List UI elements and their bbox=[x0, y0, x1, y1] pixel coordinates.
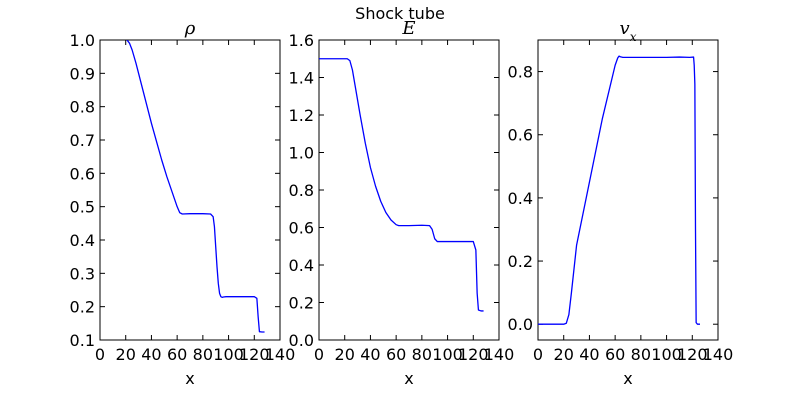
y-tick-label: 0.5 bbox=[70, 198, 95, 217]
x-tick-label: 60 bbox=[167, 345, 187, 364]
x-axis-label: x bbox=[623, 369, 632, 388]
x-tick-label: 20 bbox=[335, 345, 355, 364]
x-tick-label: 40 bbox=[141, 345, 161, 364]
axes-frame bbox=[318, 39, 500, 341]
y-tick-label: 0.2 bbox=[289, 294, 314, 313]
y-tick-label: 0.6 bbox=[70, 164, 95, 183]
x-tick-label: 120 bbox=[239, 345, 270, 364]
y-tick-label: 0.2 bbox=[70, 298, 95, 317]
y-tick-label: 1.6 bbox=[289, 31, 314, 50]
y-tick-label: 0.0 bbox=[289, 331, 314, 350]
y-tick-label: 0.8 bbox=[289, 181, 314, 200]
y-tick-label: 1.2 bbox=[289, 106, 314, 125]
figure-title: Shock tube bbox=[355, 4, 445, 23]
x-tick-label: 120 bbox=[677, 345, 708, 364]
x-tick-label: 40 bbox=[360, 345, 380, 364]
x-tick-label: 0 bbox=[314, 345, 324, 364]
x-tick-label: 0 bbox=[95, 345, 105, 364]
series-line-1 bbox=[319, 58, 484, 312]
x-tick-label: 40 bbox=[579, 345, 599, 364]
x-axis-label: x bbox=[185, 369, 194, 388]
x-tick-label: 20 bbox=[116, 345, 136, 364]
y-tick-label: 0.2 bbox=[508, 252, 533, 271]
x-tick-label: 100 bbox=[432, 345, 463, 364]
x-axis-label: x bbox=[404, 369, 413, 388]
x-tick-label: 80 bbox=[412, 345, 432, 364]
series-line-1 bbox=[126, 40, 265, 333]
x-tick-label: 100 bbox=[651, 345, 682, 364]
y-tick-label: 0.0 bbox=[508, 315, 533, 334]
y-tick-label: 0.8 bbox=[508, 63, 533, 82]
x-tick-label: 80 bbox=[193, 345, 213, 364]
y-tick-label: 0.4 bbox=[70, 231, 95, 250]
x-tick-label: 80 bbox=[631, 345, 651, 364]
x-tick-label: 120 bbox=[458, 345, 489, 364]
y-tick-label: 1.0 bbox=[289, 144, 314, 163]
y-tick-label: 1.0 bbox=[70, 31, 95, 50]
series-line-1 bbox=[538, 55, 700, 325]
axes-frame bbox=[537, 39, 719, 341]
axes-frame bbox=[99, 39, 281, 341]
x-tick-label: 60 bbox=[386, 345, 406, 364]
x-tick-label: 60 bbox=[605, 345, 625, 364]
x-tick-label: 0 bbox=[533, 345, 543, 364]
y-tick-label: 0.4 bbox=[289, 256, 314, 275]
y-tick-label: 0.7 bbox=[70, 131, 95, 150]
x-tick-label: 100 bbox=[213, 345, 244, 364]
x-tick-label: 20 bbox=[554, 345, 574, 364]
y-tick-label: 0.8 bbox=[70, 98, 95, 117]
y-tick-label: 0.3 bbox=[70, 264, 95, 283]
x-tick-label: 140 bbox=[703, 345, 734, 364]
x-tick-label: 140 bbox=[484, 345, 515, 364]
y-tick-label: 0.6 bbox=[508, 126, 533, 145]
y-tick-label: 1.4 bbox=[289, 69, 314, 88]
y-tick-label: 0.9 bbox=[70, 64, 95, 83]
subplot-title: ρ bbox=[184, 18, 196, 39]
y-tick-label: 0.6 bbox=[289, 219, 314, 238]
x-tick-label: 140 bbox=[265, 345, 296, 364]
y-tick-label: 0.1 bbox=[70, 331, 95, 350]
subplot-title: vx bbox=[620, 18, 637, 44]
y-tick-label: 0.4 bbox=[508, 189, 533, 208]
subplot-title: E bbox=[401, 18, 415, 39]
